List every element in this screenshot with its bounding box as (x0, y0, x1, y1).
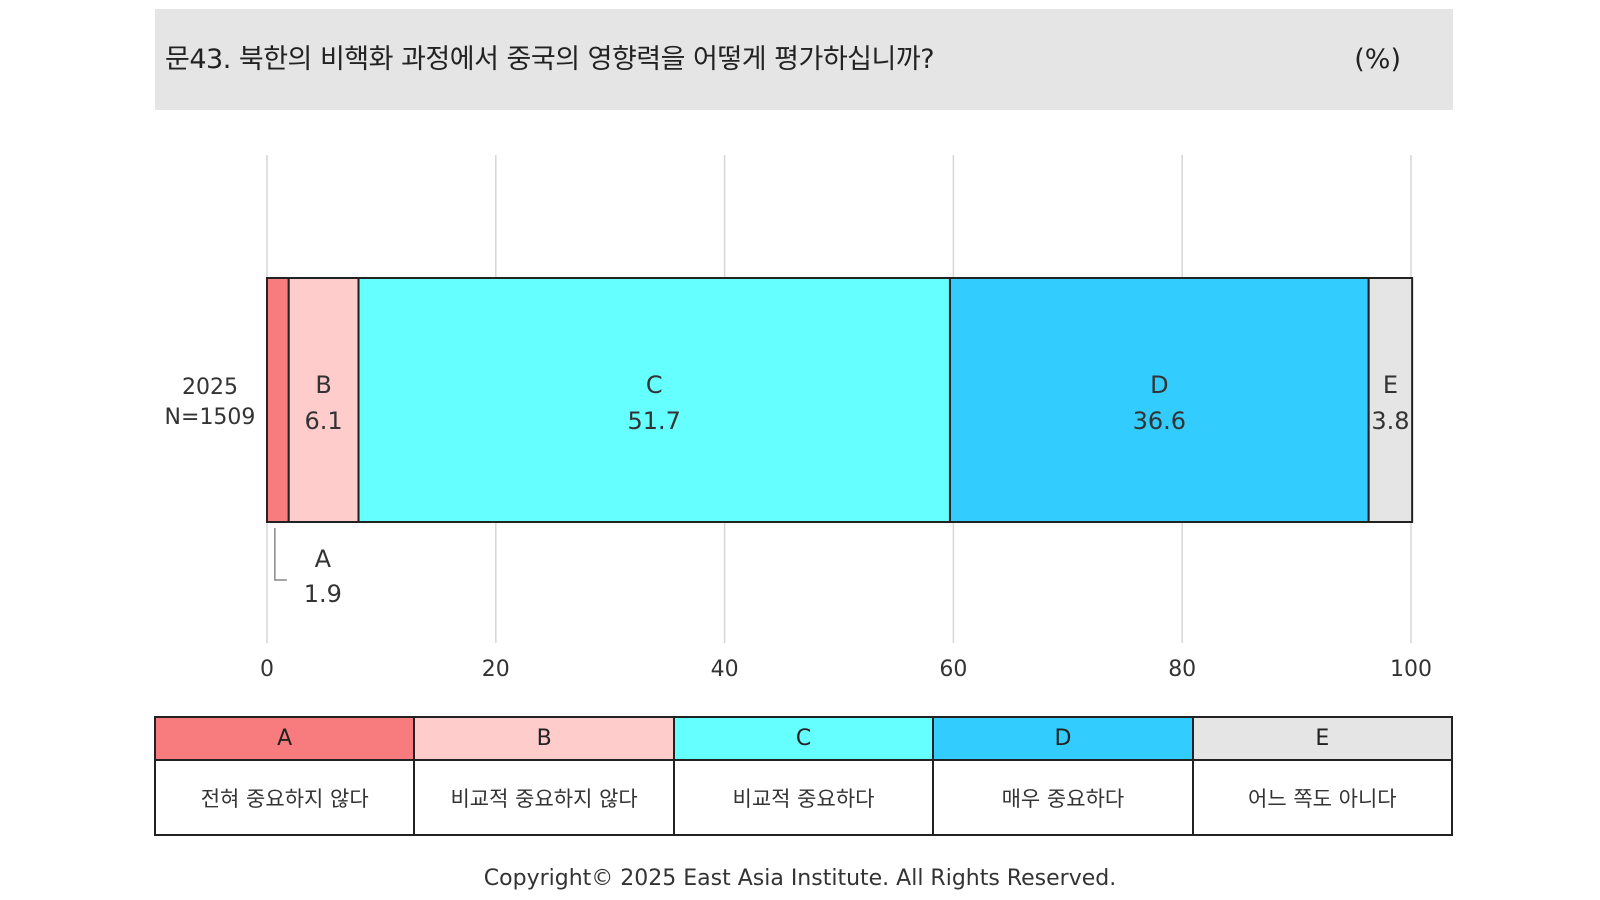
x-tick-label-40: 40 (711, 657, 739, 682)
legend-key-c: C (674, 718, 933, 761)
stacked-bar-chart: 0 20 40 60 80 100 A 1.9 B 6.1 C 51.7 D 36.6 E 3.8 2025… (165, 155, 1432, 682)
bar-segment-c (357, 277, 951, 523)
legend-key-a: A (156, 718, 414, 761)
bar-segment-d (948, 277, 1370, 523)
segment-key-b: B (315, 371, 331, 399)
legend-label-a: 전혀 중요하지 않다 (200, 786, 369, 811)
legend-col-b: B 비교적 중요하지 않다 (415, 718, 675, 834)
legend-key-b: B (415, 718, 673, 761)
row-label-year: 2025 (182, 375, 238, 400)
legend-label-e: 어느 쪽도 아니다 (1248, 786, 1397, 811)
legend-col-a: A 전혀 중요하지 않다 (156, 718, 416, 834)
legend-col-d: D 매우 중요하다 (934, 718, 1194, 834)
legend-key-d: D (934, 718, 1192, 761)
x-tick-label-20: 20 (482, 657, 510, 682)
bar-segment-e (1367, 277, 1414, 523)
segment-value-b: 6.1 (305, 407, 343, 435)
segment-key-e: E (1383, 371, 1398, 399)
legend-label-c: 비교적 중요하다 (732, 786, 875, 811)
chart-title: 문43. 북한의 비핵화 과정에서 중국의 영향력을 어떻게 평가하십니까? (165, 44, 935, 75)
title-bar: 문43. 북한의 비핵화 과정에서 중국의 영향력을 어떻게 평가하십니까? (… (155, 9, 1453, 110)
legend-col-c: C 비교적 중요하다 (674, 718, 935, 834)
x-tick-label-60: 60 (939, 657, 967, 682)
x-tick-label-80: 80 (1168, 657, 1196, 682)
segment-key-d: D (1150, 371, 1168, 399)
leader-line-a (274, 528, 287, 581)
row-label-n: N=1509 (165, 405, 256, 430)
bar-segment-b (287, 277, 360, 523)
segment-value-e: 3.8 (1371, 407, 1409, 435)
copyright-text: Copyright© 2025 East Asia Institute. All… (483, 866, 1117, 891)
segment-value-d: 36.6 (1133, 407, 1186, 435)
legend-col-e: E 어느 쪽도 아니다 (1193, 718, 1452, 834)
legend-label-d: 매우 중요하다 (1001, 786, 1125, 811)
legend-table: A 전혀 중요하지 않다 B 비교적 중요하지 않다 C 비교적 중요하다 D … (154, 716, 1453, 836)
x-tick-label-100: 100 (1390, 657, 1432, 682)
x-tick-label-0: 0 (260, 657, 274, 682)
segment-value-a: 1.9 (304, 580, 342, 608)
unit-label: (%) (1354, 44, 1401, 75)
legend-key-e: E (1193, 718, 1452, 761)
segment-value-c: 51.7 (628, 407, 681, 435)
bar-segment-a (266, 277, 290, 523)
segment-key-c: C (646, 371, 663, 399)
legend-label-b: 비교적 중요하지 않다 (450, 786, 638, 811)
segment-key-a: A (315, 545, 332, 573)
